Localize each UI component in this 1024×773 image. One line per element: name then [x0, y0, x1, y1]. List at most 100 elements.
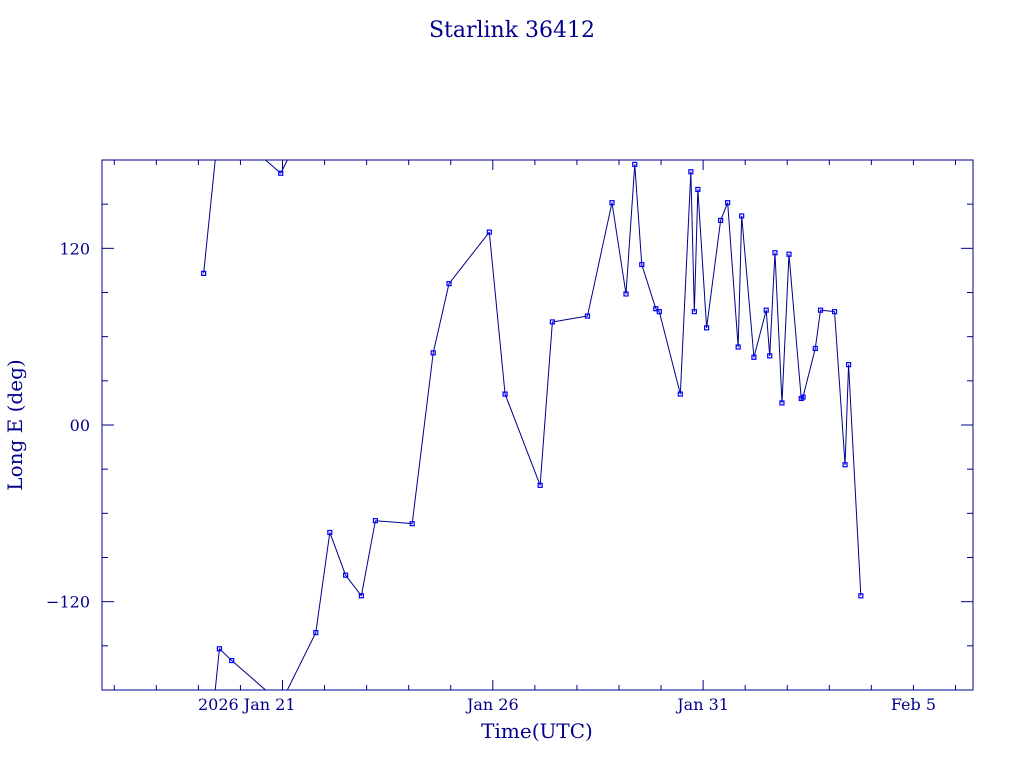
series-line-segment	[706, 220, 722, 328]
data-point	[845, 362, 852, 368]
data-point	[313, 629, 319, 636]
y-tick-label: 00	[70, 416, 90, 435]
data-point	[688, 169, 694, 175]
data-point	[704, 325, 710, 331]
x-tick-label: Feb 5	[891, 695, 936, 714]
x-tick-label: 2026 Jan 21	[198, 695, 296, 714]
data-point	[446, 281, 452, 287]
series-line-segment	[848, 364, 862, 596]
data-point	[502, 391, 508, 397]
series-line-segment	[781, 254, 790, 403]
series-line-segment	[375, 520, 413, 525]
plot-frame	[101, 159, 974, 691]
data-point	[695, 186, 701, 193]
data-point	[691, 309, 697, 315]
series-line-segment	[203, 160, 216, 274]
chart-title: Starlink 36412	[429, 18, 595, 43]
data-point	[358, 593, 364, 599]
series-line-segment	[774, 252, 783, 403]
series-line-segment	[844, 364, 850, 465]
data-point	[278, 170, 284, 176]
series-line-segment	[448, 231, 490, 284]
series-line-segment	[690, 171, 695, 312]
data-point	[372, 518, 378, 524]
series-line-segment	[488, 232, 506, 395]
y-axis-label: Long E (deg)	[3, 359, 27, 490]
data-point	[786, 251, 792, 257]
data-point	[584, 313, 591, 319]
series-line-segment	[741, 215, 755, 358]
series-line-segment	[432, 283, 450, 353]
x-tick-label: Jan 31	[675, 695, 729, 714]
series-line-segment	[329, 532, 347, 576]
series-line-segment	[641, 264, 657, 309]
series-line-segment	[727, 202, 739, 348]
data-point	[817, 307, 824, 313]
data-point	[639, 261, 645, 268]
series-line-segment	[679, 171, 692, 395]
y-tick-label: −120	[46, 593, 90, 612]
series-line-segment	[504, 393, 541, 486]
data-point	[430, 350, 436, 356]
data-point	[831, 309, 838, 315]
plot-area	[201, 160, 864, 690]
data-point	[216, 646, 223, 652]
series-line-segment	[231, 660, 267, 690]
data-point	[763, 307, 769, 313]
data-point	[486, 229, 492, 235]
series-line-segment	[769, 252, 776, 356]
data-point	[342, 572, 349, 578]
data-point	[751, 354, 757, 360]
data-point	[812, 345, 818, 352]
axis-ticks	[102, 159, 973, 691]
series-line-segment	[802, 348, 816, 398]
series-line-segment	[737, 215, 743, 347]
data-point	[677, 391, 683, 397]
data-point	[725, 200, 731, 206]
data-point	[718, 217, 724, 223]
data-point	[409, 521, 415, 527]
data-point	[549, 319, 555, 325]
series-line-segment	[753, 310, 767, 358]
series-line-segment	[697, 189, 708, 328]
data-point	[609, 200, 615, 206]
data-point	[623, 291, 629, 297]
tick-labels: 2026 Jan 21 Jan 26 Jan 31 Feb 5 120 00 −120	[46, 239, 936, 714]
data-point	[229, 657, 235, 664]
series-line-segment	[360, 520, 376, 596]
data-point	[327, 529, 333, 536]
data-point	[735, 344, 741, 350]
series-line-segment	[720, 202, 729, 221]
series-line-segment	[693, 189, 699, 312]
x-tick-label: Jan 26	[465, 695, 519, 714]
y-tick-label: 120	[59, 239, 90, 258]
series-line-segment	[788, 254, 802, 399]
data-point	[739, 213, 745, 219]
series-line-segment	[765, 310, 771, 356]
series-line-segment	[658, 311, 681, 395]
data-point	[653, 306, 659, 312]
data-point	[772, 250, 778, 256]
series-line-segment	[625, 164, 636, 295]
data-point	[842, 462, 848, 468]
series-line-segment	[814, 310, 822, 349]
series-line-segment	[611, 202, 627, 295]
x-axis-label: Time(UTC)	[481, 719, 593, 743]
data-point	[201, 270, 207, 276]
data-point	[632, 161, 638, 168]
data-point	[767, 353, 773, 359]
series-line-segment	[834, 311, 846, 465]
series-line-segment	[315, 532, 331, 633]
series-line-segment	[411, 352, 434, 524]
data-point	[779, 400, 785, 406]
data-point	[800, 394, 806, 400]
series-line-segment	[552, 315, 588, 323]
series-line-segment	[539, 321, 553, 486]
series-line-segment	[280, 160, 288, 174]
data-point	[656, 309, 662, 315]
series-line-segment	[345, 574, 362, 597]
series-line-segment	[286, 632, 317, 690]
series-line-segment	[264, 160, 282, 174]
